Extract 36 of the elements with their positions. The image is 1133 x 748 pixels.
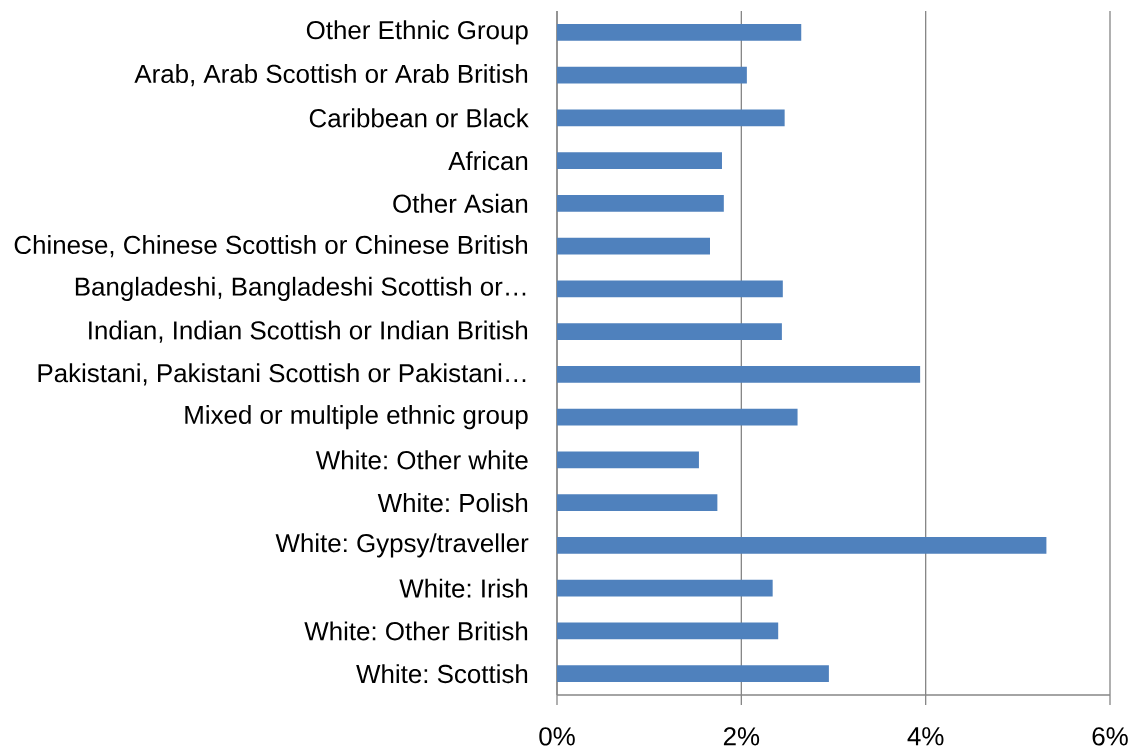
x-tick-label: 0% [539, 727, 575, 746]
bar [557, 494, 718, 511]
y-tick-label: Arab, Arab Scottish or Arab British [134, 64, 528, 87]
bar [557, 622, 779, 640]
y-tick-label: Other Asian [393, 193, 528, 213]
y-tick-label: White: Gypsy/traveller [275, 533, 529, 558]
y-tick-label: White: Other white [315, 450, 528, 470]
bar [557, 280, 783, 298]
bar [557, 152, 722, 169]
y-tick-label: White: Scottish [356, 664, 528, 684]
y-tick-label: White: Irish [399, 578, 528, 598]
bar [557, 537, 1047, 554]
bar [557, 408, 798, 426]
bar [557, 66, 747, 84]
y-tick-label: Indian, Indian Scottish or Indian British [89, 320, 528, 343]
bar [557, 237, 710, 255]
x-tick-label: 4% [907, 727, 944, 746]
y-tick-label: African [448, 151, 528, 171]
y-tick-label: Chinese, Chinese Scottish or Chinese British [14, 235, 528, 258]
y-tick-label: Pakistani, Pakistani Scottish or Pakistani… [38, 363, 526, 386]
bar [557, 665, 829, 682]
bar [557, 579, 773, 597]
x-tick-label: 2% [723, 727, 760, 746]
x-tick-label: 6% [1092, 727, 1128, 746]
y-tick-label: Bangladeshi, Bangladeshi Scottish or… [75, 276, 526, 301]
bar [557, 24, 802, 41]
bar [557, 195, 724, 212]
y-tick-label: White: Other British [304, 621, 528, 641]
y-tick-label: Mixed or multiple ethnic group [185, 405, 528, 430]
bar [557, 323, 782, 340]
y-tick-label: White: Polish [377, 493, 528, 513]
y-tick-label: Other Ethnic Group [306, 20, 528, 45]
bar [557, 109, 785, 127]
bar [557, 366, 921, 383]
y-tick-label: Caribbean or Black [309, 108, 529, 128]
bar [557, 451, 699, 469]
